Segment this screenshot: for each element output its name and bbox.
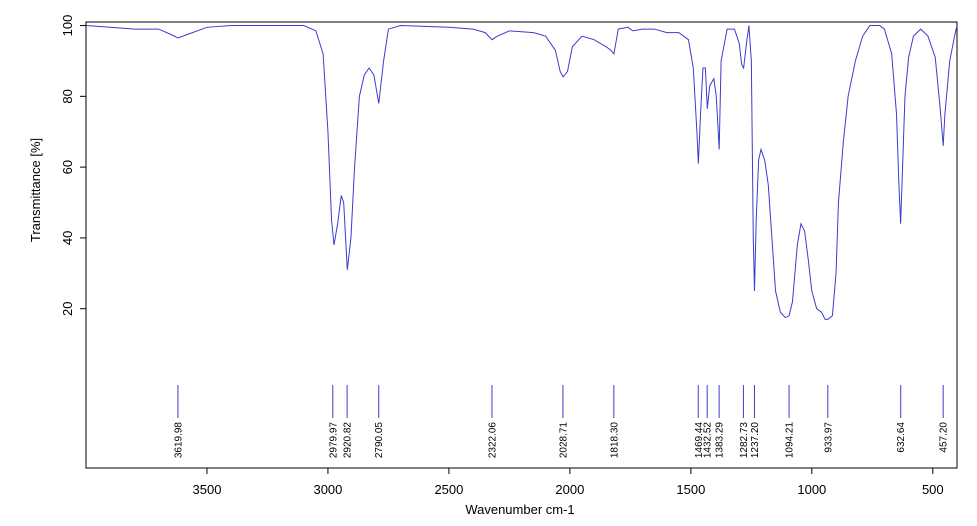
peak-label: 632.64: [896, 422, 907, 453]
x-tick-label: 2000: [555, 482, 584, 497]
peak-label: 1237.20: [750, 422, 761, 459]
peak-label: 2979.97: [328, 422, 339, 459]
peak-label: 1818.30: [609, 422, 620, 459]
peak-label: 2322.06: [487, 422, 498, 459]
y-tick-label: 20: [60, 301, 75, 315]
peak-label: 1094.21: [785, 422, 796, 459]
x-tick-label: 500: [922, 482, 944, 497]
x-tick-label: 1500: [676, 482, 705, 497]
peak-label: 1383.29: [715, 422, 726, 459]
plot-frame: [85, 21, 958, 469]
peak-label: 933.97: [823, 422, 834, 453]
peak-label: 2920.82: [343, 422, 354, 459]
peak-label: 1282.73: [739, 422, 750, 459]
y-tick-label: 100: [60, 15, 75, 37]
spectrum-line: [85, 25, 958, 320]
x-tick-label: 3500: [193, 482, 222, 497]
y-axis-title: Transmittance [%]: [28, 138, 43, 242]
peak-label: 2028.71: [558, 422, 569, 459]
y-tick-label: 40: [60, 231, 75, 245]
x-axis-title: Wavenumber cm-1: [465, 502, 574, 517]
y-tick-label: 60: [60, 160, 75, 174]
peak-label: 457.20: [939, 422, 950, 453]
x-tick-label: 3000: [313, 482, 342, 497]
peak-label: 3619.98: [173, 422, 184, 459]
peak-label: 1469.44: [694, 422, 705, 459]
peak-label: 2790.05: [374, 422, 385, 459]
peak-label: 1432.52: [703, 422, 714, 459]
x-tick-label: 1000: [797, 482, 826, 497]
y-tick-label: 80: [60, 89, 75, 103]
x-tick-label: 2500: [434, 482, 463, 497]
